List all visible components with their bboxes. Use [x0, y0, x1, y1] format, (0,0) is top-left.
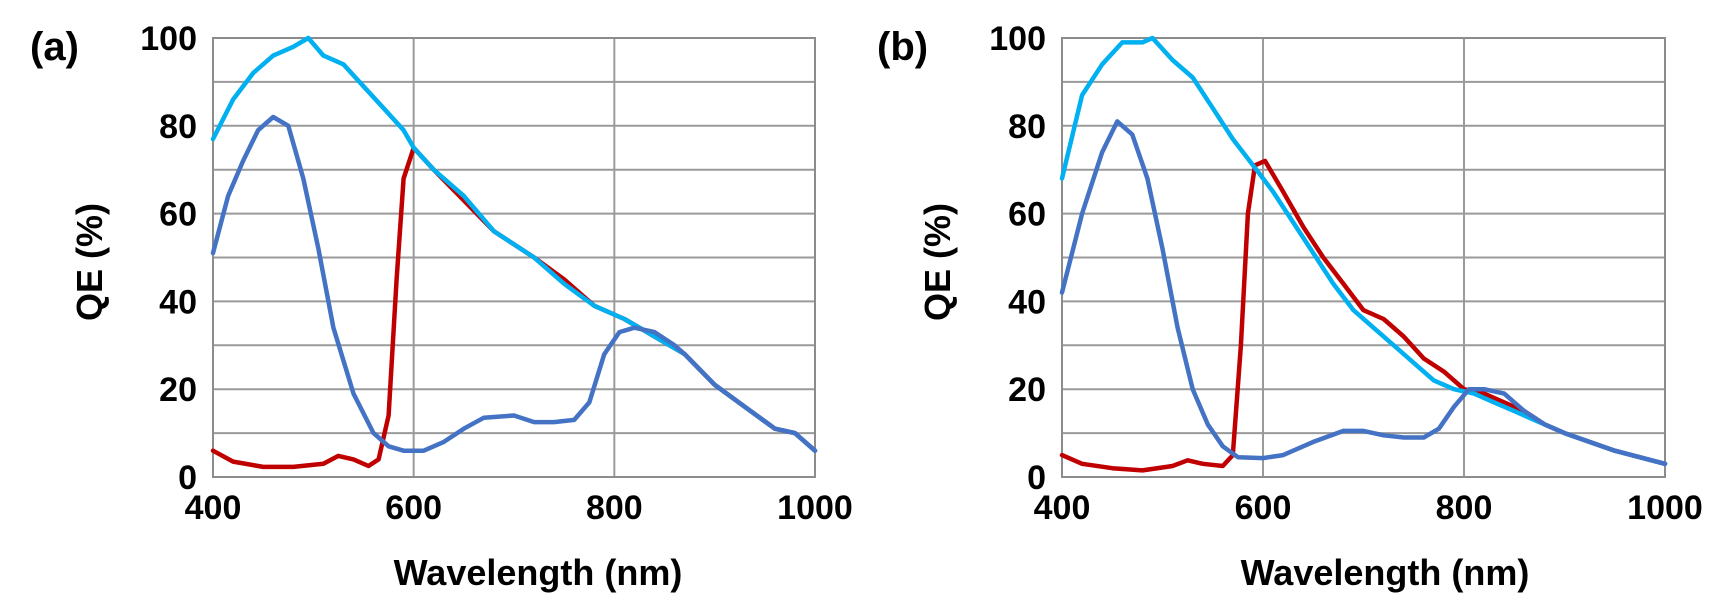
x-tick-label: 600 [385, 489, 442, 527]
x-tick-label: 400 [185, 489, 242, 527]
y-tick-label: 80 [1008, 108, 1046, 146]
x-tick-label: 800 [1436, 489, 1493, 527]
y-tick-label: 60 [159, 196, 197, 234]
y-tick-label: 0 [1027, 459, 1046, 497]
y-tick-label: 100 [140, 20, 197, 58]
plot-frame [212, 37, 816, 478]
y-tick-label: 80 [159, 108, 197, 146]
series-line-2 [210, 114, 818, 453]
y-tick-label: 100 [989, 20, 1046, 58]
chart-panel-a: (a) QE (%) Wavelength (nm) 0 20 40 60 80 100 4… [30, 20, 853, 593]
y-tick-label: 0 [178, 459, 197, 497]
y-tick-label: 20 [159, 371, 197, 409]
grid [212, 37, 816, 478]
series-line-0 [1059, 158, 1668, 473]
series-line-1 [1059, 35, 1668, 467]
grid [1061, 37, 1666, 478]
x-tick-label: 1000 [1627, 489, 1703, 527]
x-tick-label: 600 [1235, 489, 1292, 527]
y-axis-label: QE (%) [917, 203, 958, 321]
y-tick-label: 60 [1008, 196, 1046, 234]
x-tick-label: 800 [586, 489, 643, 527]
y-tick-label: 40 [159, 283, 197, 321]
x-tick-label: 400 [1034, 489, 1091, 527]
x-tick-label: 1000 [777, 489, 853, 527]
y-tick-label: 40 [1008, 283, 1046, 321]
y-axis-label: QE (%) [69, 203, 110, 321]
panel-label: (b) [877, 25, 928, 69]
series-line-2 [1059, 119, 1668, 467]
panel-label: (a) [30, 25, 79, 69]
x-axis-label: Wavelength (nm) [394, 552, 683, 593]
plot-frame [1061, 37, 1666, 478]
chart-panel-b: (b) QE (%) Wavelength (nm) 0 20 40 60 80 100 4… [877, 20, 1703, 593]
series-line-0 [210, 145, 818, 470]
y-tick-label: 20 [1008, 371, 1046, 409]
x-axis-label: Wavelength (nm) [1241, 552, 1530, 593]
